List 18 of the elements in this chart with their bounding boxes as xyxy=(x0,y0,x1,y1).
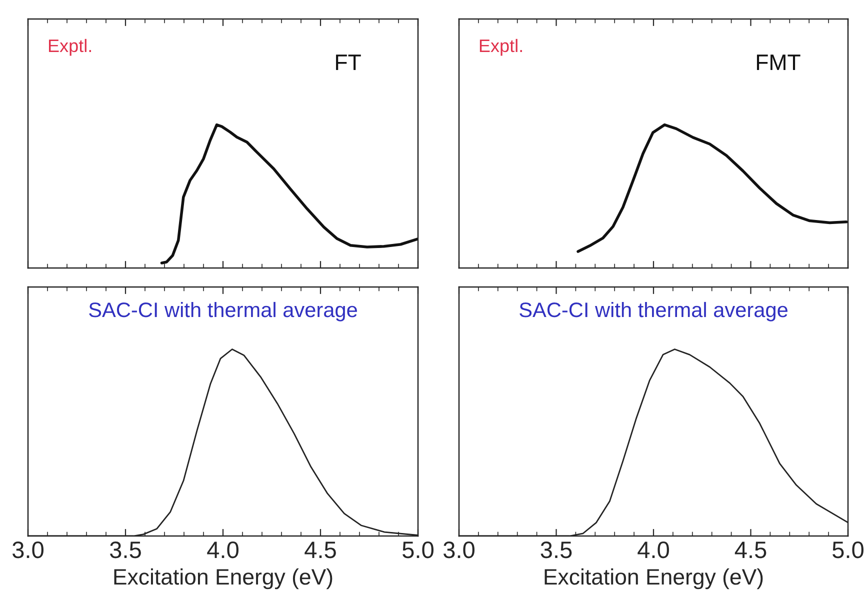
x-tick-label: 3.5 xyxy=(110,541,141,558)
x-tick-label: 3.5 xyxy=(540,541,572,558)
text: Exptl. xyxy=(480,38,522,56)
text: Exptl. xyxy=(48,38,92,56)
x-tick-label: 5.0 xyxy=(832,541,864,558)
x-tick-label: 4.0 xyxy=(207,541,238,558)
x-tick-label: 5.0 xyxy=(402,541,434,558)
x-tick-label: 4.0 xyxy=(638,541,669,558)
x-tick-label: 4.5 xyxy=(734,542,766,558)
text: SAC-CI with thermal average xyxy=(89,302,357,322)
x-tick-label: 3.0 xyxy=(443,541,474,558)
text: FT xyxy=(336,54,361,70)
text: SAC-CI with thermal average xyxy=(520,302,788,322)
x-tick-label: 3.0 xyxy=(12,541,44,558)
x-axis-title: Excitation Energy (eV) xyxy=(544,568,763,590)
x-tick-label: 4.5 xyxy=(304,542,336,558)
text: FMT xyxy=(756,54,800,70)
x-axis-title: Excitation Energy (eV) xyxy=(114,568,332,590)
